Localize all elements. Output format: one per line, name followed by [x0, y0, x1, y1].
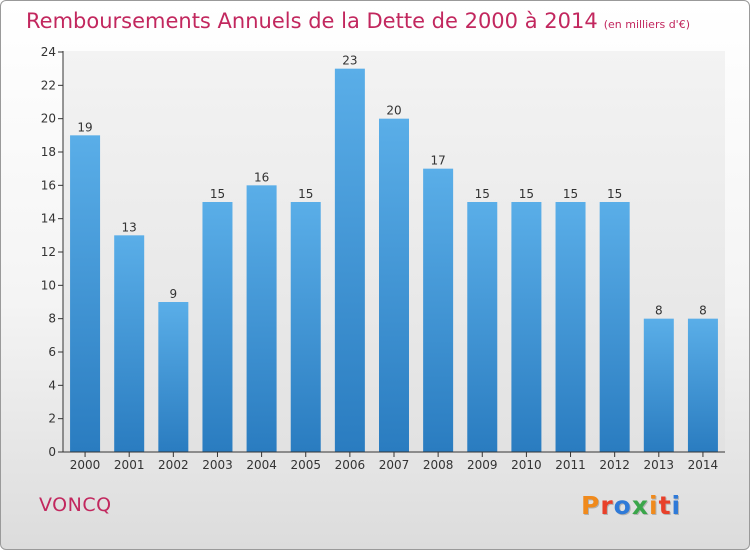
bar-2004 — [246, 185, 277, 453]
bar-value-label: 15 — [210, 187, 225, 201]
bar-value-label: 15 — [563, 187, 578, 201]
x-tick-label: 2005 — [290, 458, 321, 472]
x-axis: 2000 2001 2002 2003 2004 2005 2006 2007 2008 2009… — [63, 451, 725, 472]
logo-letter: o — [613, 491, 632, 520]
bar-2007 — [379, 118, 409, 453]
bar-value-label: 8 — [655, 304, 663, 318]
chart-title: Remboursements Annuels de la Dette de 20… — [26, 9, 690, 33]
x-tick-label: 2003 — [202, 458, 233, 472]
y-tick-label: 6 — [48, 345, 56, 359]
logo-letter: r — [600, 491, 614, 520]
bar-value-label: 15 — [519, 187, 534, 201]
logo-letter: P — [581, 491, 601, 520]
logo-letter: x — [631, 491, 649, 520]
x-tick-label: 2014 — [688, 458, 719, 472]
x-tick-label: 2004 — [246, 458, 277, 472]
bars: 19 13 9 15 16 15 23 20 17 15 15 15 15 8 8 — [70, 54, 718, 453]
x-tick-label: 2001 — [114, 458, 145, 472]
y-tick-label: 8 — [48, 312, 56, 326]
bar-value-label: 17 — [430, 154, 445, 168]
chart-unit-label: (en milliers d'€) — [603, 18, 690, 31]
town-name: VONCQ — [39, 494, 112, 516]
bar-value-label: 23 — [342, 54, 357, 68]
bar-value-label: 15 — [607, 187, 622, 201]
logo-letter: t — [658, 491, 672, 520]
bar-value-label: 15 — [298, 187, 313, 201]
bar-2006 — [334, 68, 365, 453]
x-tick-label: 2002 — [158, 458, 189, 472]
bar-2013 — [643, 318, 674, 452]
bar-2000 — [70, 135, 101, 453]
y-tick-label: 18 — [41, 145, 56, 159]
proxiti-logo: Proxiti — [581, 491, 681, 520]
y-tick-label: 22 — [41, 78, 56, 92]
x-tick-label: 2008 — [423, 458, 454, 472]
bar-value-label: 13 — [122, 220, 137, 234]
bar-2009 — [467, 202, 498, 452]
bar-2008 — [423, 168, 454, 452]
y-tick-label: 12 — [41, 245, 56, 259]
bar-2014 — [687, 318, 718, 452]
bar-value-label: 15 — [475, 187, 490, 201]
y-tick-label: 10 — [41, 278, 56, 292]
y-tick-label: 0 — [48, 445, 56, 459]
logo-letter: i — [649, 491, 659, 520]
x-tick-label: 2012 — [599, 458, 630, 472]
x-tick-label: 2010 — [511, 458, 542, 472]
bar-2011 — [555, 202, 586, 452]
logo-letter: i — [671, 491, 682, 520]
y-tick-label: 20 — [41, 112, 56, 126]
bar-value-label: 8 — [699, 304, 707, 318]
x-tick-label: 2007 — [379, 458, 410, 472]
bar-2001 — [114, 235, 145, 452]
bar-2003 — [202, 202, 233, 452]
bar-2005 — [290, 202, 321, 452]
bar-value-label: 16 — [254, 170, 269, 184]
y-tick-label: 4 — [48, 378, 56, 392]
y-tick-label: 14 — [41, 212, 56, 226]
x-tick-label: 2000 — [70, 458, 101, 472]
x-tick-label: 2011 — [555, 458, 586, 472]
x-tick-label: 2009 — [467, 458, 498, 472]
bar-value-label: 9 — [170, 287, 178, 301]
bar-2010 — [511, 202, 542, 452]
bar-2002 — [158, 302, 189, 452]
y-tick-label: 24 — [41, 45, 56, 59]
x-tick-label: 2013 — [644, 458, 675, 472]
x-tick-label: 2006 — [335, 458, 366, 472]
bar-value-label: 19 — [77, 120, 92, 134]
y-tick-label: 16 — [41, 178, 56, 192]
chart-title-text: Remboursements Annuels de la Dette de 20… — [26, 9, 598, 33]
y-tick-label: 2 — [48, 412, 56, 426]
bar-value-label: 20 — [386, 104, 401, 118]
bar-2012 — [599, 202, 630, 452]
